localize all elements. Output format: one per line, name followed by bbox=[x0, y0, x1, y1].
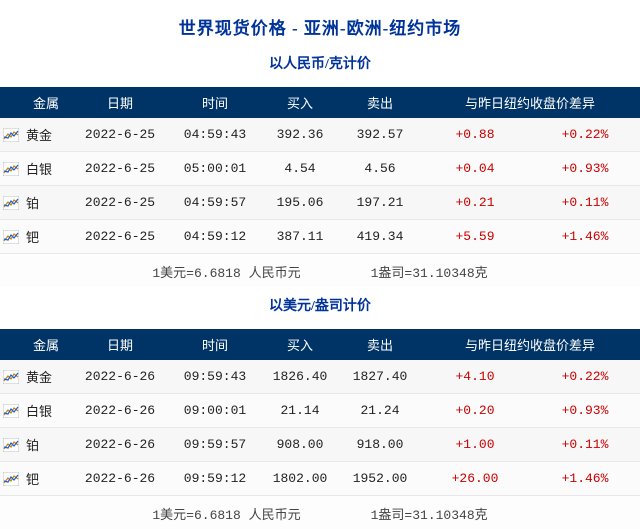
cell-metal: 铂 bbox=[22, 428, 70, 462]
footnote-usd: 1美元=6.6818 人民币元1盎司=31.10348克 bbox=[0, 496, 640, 529]
cell-diff-pct: +0.22% bbox=[530, 360, 640, 394]
cell-diff-pct: +1.46% bbox=[530, 220, 640, 254]
cell-time: 04:59:57 bbox=[170, 186, 260, 220]
cell-diff-pct: +0.93% bbox=[530, 394, 640, 428]
cell-metal: 钯 bbox=[22, 462, 70, 496]
cell-ask: 21.24 bbox=[340, 394, 420, 428]
col-ask: 卖出 bbox=[340, 329, 420, 360]
chart-icon[interactable] bbox=[3, 162, 19, 176]
chart-icon[interactable] bbox=[3, 438, 19, 452]
table-row: 白银2022-6-2609:00:0121.1421.24+0.20+0.93% bbox=[0, 394, 640, 428]
page-title: 世界现货价格 - 亚洲-欧洲-纽约市场 bbox=[0, 0, 640, 45]
cell-metal: 黄金 bbox=[22, 118, 70, 152]
cell-bid: 4.54 bbox=[260, 152, 340, 186]
cell-date: 2022-6-25 bbox=[70, 118, 170, 152]
cell-diff-abs: +0.04 bbox=[420, 152, 530, 186]
cell-bid: 908.00 bbox=[260, 428, 340, 462]
cell-diff-pct: +0.22% bbox=[530, 118, 640, 152]
chart-link[interactable] bbox=[0, 428, 22, 462]
cell-time: 04:59:12 bbox=[170, 220, 260, 254]
cell-diff-pct: +0.11% bbox=[530, 186, 640, 220]
cell-diff-abs: +4.10 bbox=[420, 360, 530, 394]
cell-date: 2022-6-26 bbox=[70, 462, 170, 496]
cell-diff-abs: +5.59 bbox=[420, 220, 530, 254]
col-date: 日期 bbox=[70, 329, 170, 360]
cell-ask: 1952.00 bbox=[340, 462, 420, 496]
chart-link[interactable] bbox=[0, 360, 22, 394]
col-ask: 卖出 bbox=[340, 87, 420, 118]
cell-date: 2022-6-25 bbox=[70, 152, 170, 186]
cell-metal: 铂 bbox=[22, 186, 70, 220]
cell-diff-pct: +1.46% bbox=[530, 462, 640, 496]
chart-icon[interactable] bbox=[3, 472, 19, 486]
cell-ask: 918.00 bbox=[340, 428, 420, 462]
chart-link[interactable] bbox=[0, 186, 22, 220]
col-diff: 与昨日纽约收盘价差异 bbox=[420, 329, 640, 360]
chart-icon[interactable] bbox=[3, 196, 19, 210]
chart-icon[interactable] bbox=[3, 370, 19, 384]
chart-link[interactable] bbox=[0, 220, 22, 254]
table-row: 黄金2022-6-2609:59:431826.401827.40+4.10+0… bbox=[0, 360, 640, 394]
cell-date: 2022-6-25 bbox=[70, 220, 170, 254]
cell-metal: 黄金 bbox=[22, 360, 70, 394]
cell-diff-pct: +0.93% bbox=[530, 152, 640, 186]
chart-icon[interactable] bbox=[3, 404, 19, 418]
footnote-rmb: 1美元=6.6818 人民币元1盎司=31.10348克 bbox=[0, 254, 640, 287]
cell-ask: 197.21 bbox=[340, 186, 420, 220]
cell-date: 2022-6-26 bbox=[70, 428, 170, 462]
cell-metal: 白银 bbox=[22, 394, 70, 428]
cell-bid: 1826.40 bbox=[260, 360, 340, 394]
cell-date: 2022-6-26 bbox=[70, 394, 170, 428]
cell-time: 09:00:01 bbox=[170, 394, 260, 428]
cell-diff-pct: +0.11% bbox=[530, 428, 640, 462]
table-row: 铂2022-6-2504:59:57195.06197.21+0.21+0.11… bbox=[0, 186, 640, 220]
cell-bid: 195.06 bbox=[260, 186, 340, 220]
chart-icon[interactable] bbox=[3, 230, 19, 244]
col-date: 日期 bbox=[70, 87, 170, 118]
cell-diff-abs: +0.88 bbox=[420, 118, 530, 152]
cell-diff-abs: +26.00 bbox=[420, 462, 530, 496]
cell-ask: 392.57 bbox=[340, 118, 420, 152]
table-row: 黄金2022-6-2504:59:43392.36392.57+0.88+0.2… bbox=[0, 118, 640, 152]
table-row: 钯2022-6-2609:59:121802.001952.00+26.00+1… bbox=[0, 462, 640, 496]
col-bid: 买入 bbox=[260, 87, 340, 118]
cell-ask: 4.56 bbox=[340, 152, 420, 186]
cell-date: 2022-6-25 bbox=[70, 186, 170, 220]
col-diff: 与昨日纽约收盘价差异 bbox=[420, 87, 640, 118]
cell-time: 09:59:43 bbox=[170, 360, 260, 394]
cell-metal: 钯 bbox=[22, 220, 70, 254]
cell-time: 09:59:12 bbox=[170, 462, 260, 496]
chart-icon[interactable] bbox=[3, 128, 19, 142]
col-time: 时间 bbox=[170, 87, 260, 118]
chart-link[interactable] bbox=[0, 152, 22, 186]
col-metal: 金属 bbox=[22, 329, 70, 360]
cell-time: 04:59:43 bbox=[170, 118, 260, 152]
subtitle-rmb: 以人民币/克计价 bbox=[0, 45, 640, 87]
cell-bid: 392.36 bbox=[260, 118, 340, 152]
cell-time: 05:00:01 bbox=[170, 152, 260, 186]
chart-link[interactable] bbox=[0, 118, 22, 152]
col-bid: 买入 bbox=[260, 329, 340, 360]
cell-time: 09:59:57 bbox=[170, 428, 260, 462]
subtitle-usd: 以美元/盎司计价 bbox=[0, 287, 640, 329]
table-row: 钯2022-6-2504:59:12387.11419.34+5.59+1.46… bbox=[0, 220, 640, 254]
cell-ask: 419.34 bbox=[340, 220, 420, 254]
cell-diff-abs: +1.00 bbox=[420, 428, 530, 462]
chart-link[interactable] bbox=[0, 394, 22, 428]
cell-diff-abs: +0.20 bbox=[420, 394, 530, 428]
cell-bid: 21.14 bbox=[260, 394, 340, 428]
price-table-rmb: 金属 日期 时间 买入 卖出 与昨日纽约收盘价差异 黄金2022-6-2504:… bbox=[0, 87, 640, 254]
table-row: 铂2022-6-2609:59:57908.00918.00+1.00+0.11… bbox=[0, 428, 640, 462]
cell-bid: 387.11 bbox=[260, 220, 340, 254]
table-row: 白银2022-6-2505:00:014.544.56+0.04+0.93% bbox=[0, 152, 640, 186]
price-table-usd: 金属 日期 时间 买入 卖出 与昨日纽约收盘价差异 黄金2022-6-2609:… bbox=[0, 329, 640, 496]
cell-date: 2022-6-26 bbox=[70, 360, 170, 394]
cell-bid: 1802.00 bbox=[260, 462, 340, 496]
cell-diff-abs: +0.21 bbox=[420, 186, 530, 220]
cell-metal: 白银 bbox=[22, 152, 70, 186]
col-metal: 金属 bbox=[22, 87, 70, 118]
cell-ask: 1827.40 bbox=[340, 360, 420, 394]
col-time: 时间 bbox=[170, 329, 260, 360]
chart-link[interactable] bbox=[0, 462, 22, 496]
